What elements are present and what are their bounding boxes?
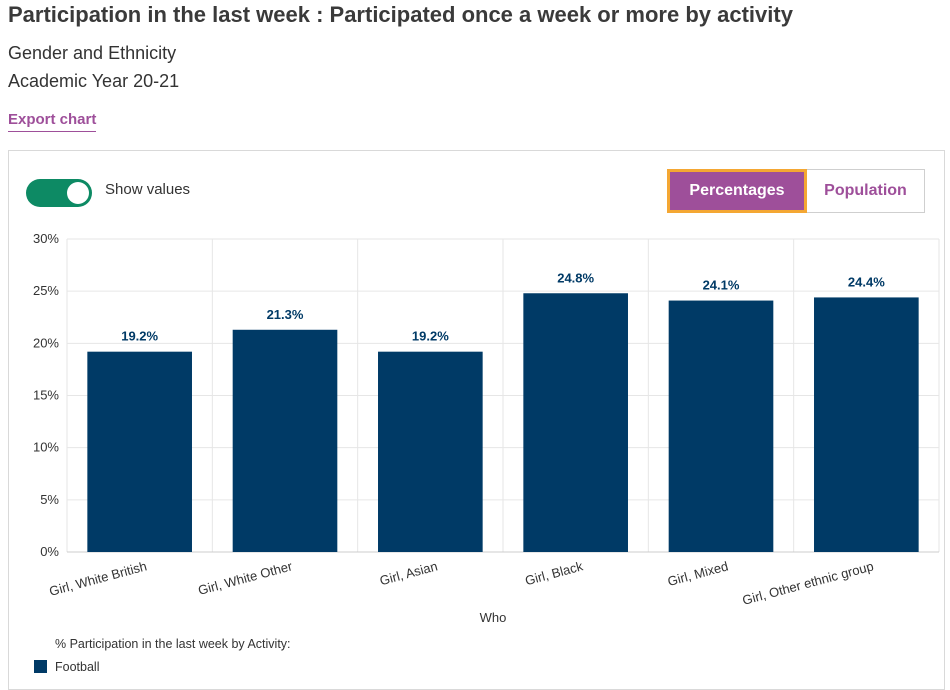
x-tick-label: Girl, White Other (196, 558, 294, 598)
percentages-button[interactable]: Percentages (667, 169, 807, 213)
bar (87, 351, 192, 552)
y-tick-label: 0% (40, 544, 59, 559)
y-tick-label: 30% (33, 231, 59, 246)
page-subtitle-year: Academic Year 20-21 (8, 71, 180, 91)
bar-value-label: 24.4% (848, 274, 885, 289)
x-axis-title: Who (480, 610, 507, 625)
page-title: Participation in the last week : Partici… (8, 2, 793, 27)
show-values-label: Show values (105, 181, 191, 198)
bar (232, 329, 338, 552)
population-button[interactable]: Population (807, 169, 925, 213)
y-tick-label: 20% (33, 335, 59, 350)
bar-value-label: 19.2% (121, 329, 158, 344)
toggle-knob (67, 182, 89, 204)
chart-panel: Show values Percentages Population 0% 5% 1… (8, 150, 945, 690)
x-tick-label: Girl, White British (48, 558, 149, 598)
page-subtitle-breakdown: Gender and Ethnicity (8, 43, 177, 63)
bar (378, 351, 483, 552)
bar-value-label: 24.1% (703, 278, 740, 293)
x-tick-label: Girl, Mixed (666, 558, 730, 589)
bar (814, 297, 919, 552)
x-tick-label: Girl, Other ethnic group (741, 558, 875, 607)
export-chart-link[interactable]: Export chart (8, 111, 97, 132)
y-tick-label: 10% (33, 440, 59, 455)
x-tick-label: Girl, Asian (378, 558, 439, 588)
bar-chart: 0% 5% 10% 15% 20% 25% 30% 19.2% Girl, White Brit… (33, 231, 940, 674)
x-tick-label: Girl, Black (523, 558, 585, 588)
bar (668, 300, 774, 552)
legend-title: % Participation in the last week by Acti… (55, 637, 291, 651)
y-tick-label: 25% (33, 283, 59, 298)
view-mode-switch: Percentages Population (667, 169, 925, 213)
y-tick-label: 15% (33, 388, 59, 403)
legend-swatch (34, 660, 47, 673)
y-tick-label: 5% (40, 492, 59, 507)
bar-value-label: 21.3% (267, 307, 304, 322)
bar-value-label: 24.8% (557, 270, 594, 285)
bar (523, 293, 628, 552)
legend-label: Football (55, 660, 99, 674)
show-values-toggle[interactable] (26, 179, 92, 207)
bar-value-label: 19.2% (412, 329, 449, 344)
